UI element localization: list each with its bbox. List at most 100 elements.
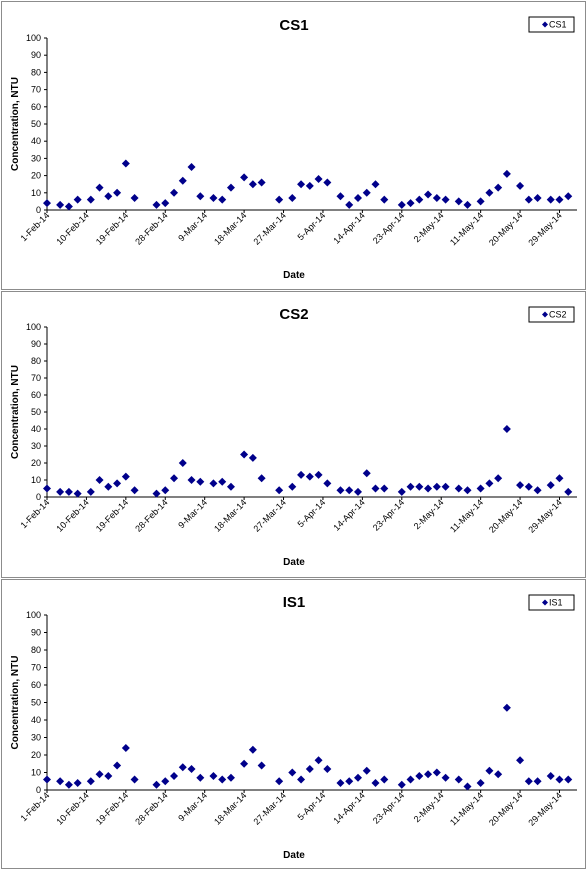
data-point xyxy=(476,197,485,206)
y-tick-label: 10 xyxy=(31,768,41,778)
y-tick-label: 90 xyxy=(31,50,41,60)
data-point xyxy=(196,192,205,201)
data-point xyxy=(494,474,503,483)
data-point xyxy=(432,482,441,491)
data-point xyxy=(441,195,450,204)
data-point xyxy=(463,782,472,791)
y-tick-label: 60 xyxy=(31,102,41,112)
data-point xyxy=(362,469,371,478)
data-point xyxy=(64,780,73,789)
y-tick-label: 70 xyxy=(31,663,41,673)
y-tick-label: 30 xyxy=(31,441,41,451)
data-point xyxy=(323,765,332,773)
data-point xyxy=(196,773,205,782)
data-point xyxy=(95,183,104,192)
data-point xyxy=(524,195,533,204)
data-point xyxy=(248,180,257,189)
x-tick-label: 18-Mar-14 xyxy=(212,210,248,246)
data-point xyxy=(345,777,354,786)
data-point xyxy=(43,775,51,784)
y-tick-label: 10 xyxy=(31,188,41,198)
data-point xyxy=(218,775,227,784)
data-point xyxy=(209,193,218,202)
data-point xyxy=(248,453,257,462)
x-tick-label: 29-May-14 xyxy=(526,790,563,827)
y-tick-label: 20 xyxy=(31,458,41,468)
data-point xyxy=(476,779,485,787)
data-point xyxy=(113,188,122,197)
x-tick-label: 27-Mar-14 xyxy=(252,210,288,246)
chart-svg-cs1: CS1 0 10 20 30 40 50 60 70 80 90 100 1-Feb-14 10-Feb-… xyxy=(10,16,577,281)
data-point xyxy=(380,195,389,204)
data-point xyxy=(371,484,380,493)
y-tick-label: 40 xyxy=(31,136,41,146)
data-point xyxy=(432,193,441,202)
chart-title-cs2: CS2 xyxy=(279,306,308,323)
y-axis-label: Concentration, NTU xyxy=(10,656,21,750)
data-point xyxy=(240,450,249,459)
x-axis-label: Date xyxy=(283,850,305,861)
data-point xyxy=(113,479,122,488)
x-tick-label: 23-Apr-14 xyxy=(371,790,406,825)
data-point xyxy=(121,472,130,481)
data-point xyxy=(196,477,205,486)
data-point xyxy=(454,775,463,784)
data-point xyxy=(555,195,564,204)
y-tick-label: 20 xyxy=(31,750,41,760)
x-tick-label: 20-May-14 xyxy=(487,210,524,247)
data-point xyxy=(218,195,227,204)
x-tick-label: 29-May-14 xyxy=(526,497,563,534)
legend-box xyxy=(528,306,575,323)
x-tick-label: 14-Apr-14 xyxy=(331,497,366,532)
data-point xyxy=(86,487,95,496)
x-tick-label: 11-May-14 xyxy=(448,497,485,534)
data-point xyxy=(161,199,170,208)
x-tick-label: 9-Mar-14 xyxy=(176,210,209,243)
data-point xyxy=(178,176,187,185)
chart-title-is1: IS1 xyxy=(283,594,306,611)
y-tick-label: 20 xyxy=(31,171,41,181)
data-point xyxy=(43,199,51,208)
data-point xyxy=(226,773,235,782)
data-point xyxy=(415,772,424,780)
x-tick-label: 2-May-14 xyxy=(412,497,446,531)
data-point xyxy=(516,481,525,490)
data-point xyxy=(362,188,371,197)
data-point xyxy=(533,486,542,495)
data-point xyxy=(502,169,511,178)
data-point xyxy=(178,459,187,467)
data-point xyxy=(95,770,104,779)
data-point xyxy=(424,770,433,779)
data-point xyxy=(86,195,95,204)
data-point xyxy=(564,775,573,784)
x-tick-label: 27-Mar-14 xyxy=(252,790,288,826)
data-point xyxy=(380,484,389,493)
legend-label: IS1 xyxy=(549,598,563,608)
x-tick-label: 9-Mar-14 xyxy=(176,790,209,823)
data-point xyxy=(121,744,130,752)
y-tick-label: 40 xyxy=(31,715,41,725)
data-point xyxy=(397,487,406,496)
data-point xyxy=(564,487,573,496)
legend-box xyxy=(528,16,575,33)
data-point xyxy=(226,482,235,491)
data-point xyxy=(476,484,485,493)
data-point xyxy=(56,200,65,209)
y-tick-label: 30 xyxy=(31,153,41,163)
data-point xyxy=(297,180,306,189)
data-point xyxy=(297,470,306,479)
x-tick-label: 20-May-14 xyxy=(487,790,524,827)
x-tick-label: 5-Apr-14 xyxy=(296,210,328,242)
data-point xyxy=(397,780,406,789)
data-point xyxy=(64,202,73,211)
data-point xyxy=(371,779,380,787)
data-point xyxy=(43,484,51,493)
y-tick-label: 0 xyxy=(36,205,41,215)
data-point xyxy=(555,775,564,784)
data-point xyxy=(516,181,525,190)
data-point xyxy=(314,756,323,765)
y-tick-label: 100 xyxy=(26,610,41,620)
data-point xyxy=(406,775,415,784)
y-tick-label: 60 xyxy=(31,680,41,690)
x-tick-label: 18-Mar-14 xyxy=(212,497,248,533)
